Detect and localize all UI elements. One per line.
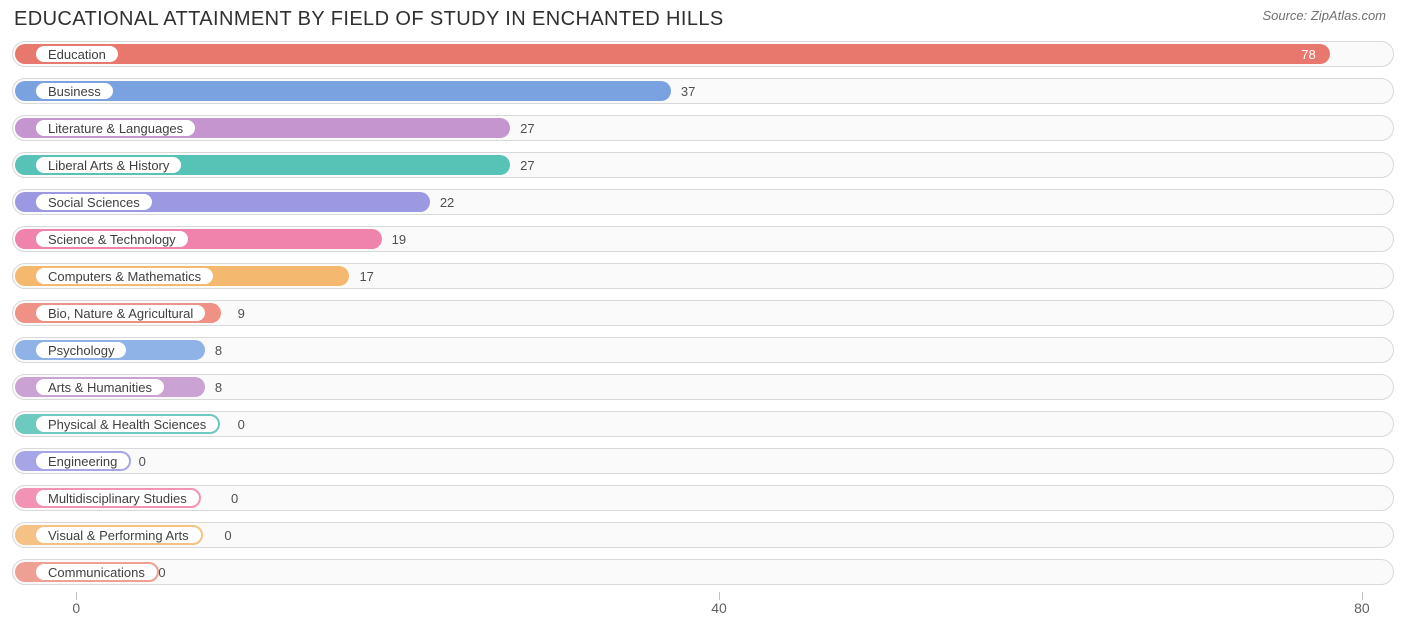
bar-value: 0 <box>139 451 146 471</box>
axis-tick <box>76 592 77 600</box>
bar-value: 0 <box>158 562 165 582</box>
bar-value: 22 <box>440 192 454 212</box>
chart-row: Science & Technology 19 <box>12 222 1394 256</box>
category-label-pill: Visual & Performing Arts <box>34 525 203 545</box>
category-label-pill: Physical & Health Sciences <box>34 414 220 434</box>
source-credit: Source: ZipAtlas.com <box>1262 8 1386 23</box>
chart-row: Communications0 <box>12 555 1394 589</box>
bar-value: 9 <box>238 303 245 323</box>
chart-row: Engineering 0 <box>12 444 1394 478</box>
chart-row: Multidisciplinary Studies 0 <box>12 481 1394 515</box>
bar-value: 78 <box>1301 44 1315 64</box>
category-label-pill: Science & Technology <box>34 229 190 249</box>
chart-row: Business 37 <box>12 74 1394 108</box>
bar-track <box>12 522 1394 548</box>
chart-row: Liberal Arts & History 27 <box>12 148 1394 182</box>
category-label-pill: Literature & Languages <box>34 118 197 138</box>
category-label-pill: Business <box>34 81 115 101</box>
category-label-pill: Social Sciences <box>34 192 154 212</box>
category-label-pill: Communications <box>34 562 159 582</box>
chart-title: EDUCATIONAL ATTAINMENT BY FIELD OF STUDY… <box>14 8 724 31</box>
bar-fill <box>15 44 1330 64</box>
x-axis: 0 40 80 <box>12 592 1394 622</box>
category-label-pill: Multidisciplinary Studies <box>34 488 201 508</box>
bar-track <box>12 485 1394 511</box>
chart-row: Physical & Health Sciences 0 <box>12 407 1394 441</box>
chart-row: Bio, Nature & Agricultural 9 <box>12 296 1394 330</box>
axis-tick-label: 0 <box>72 600 80 616</box>
chart-row: Visual & Performing Arts 0 <box>12 518 1394 552</box>
bar-value: 0 <box>238 414 245 434</box>
chart-row: Literature & Languages 27 <box>12 111 1394 145</box>
bar-track <box>12 448 1394 474</box>
axis-tick <box>719 592 720 600</box>
chart-row: Social Sciences 22 <box>12 185 1394 219</box>
chart-row: Psychology 8 <box>12 333 1394 367</box>
category-label-pill: Psychology <box>34 340 128 360</box>
category-label-pill: Bio, Nature & Agricultural <box>34 303 207 323</box>
chart-row: Computers & Mathematics 17 <box>12 259 1394 293</box>
axis-tick-label: 80 <box>1354 600 1370 616</box>
bar-value: 27 <box>520 155 534 175</box>
bar-chart: Education 78 Business 37 Literature & Langua… <box>0 35 1406 589</box>
axis-tick-label: 40 <box>711 600 727 616</box>
bar-value: 8 <box>215 340 222 360</box>
bar-track <box>12 559 1394 585</box>
category-label-pill: Liberal Arts & History <box>34 155 183 175</box>
axis-tick <box>1362 592 1363 600</box>
bar-value: 37 <box>681 81 695 101</box>
bar-value: 0 <box>224 525 231 545</box>
chart-row: Arts & Humanities 8 <box>12 370 1394 404</box>
bar-value: 19 <box>392 229 406 249</box>
category-label-pill: Engineering <box>34 451 131 471</box>
category-label-pill: Arts & Humanities <box>34 377 166 397</box>
bar-value: 17 <box>359 266 373 286</box>
chart-row: Education 78 <box>12 37 1394 71</box>
bar-value: 27 <box>520 118 534 138</box>
bar-value: 8 <box>215 377 222 397</box>
bar-value: 0 <box>231 488 238 508</box>
category-label-pill: Computers & Mathematics <box>34 266 215 286</box>
category-label-pill: Education <box>34 44 120 64</box>
